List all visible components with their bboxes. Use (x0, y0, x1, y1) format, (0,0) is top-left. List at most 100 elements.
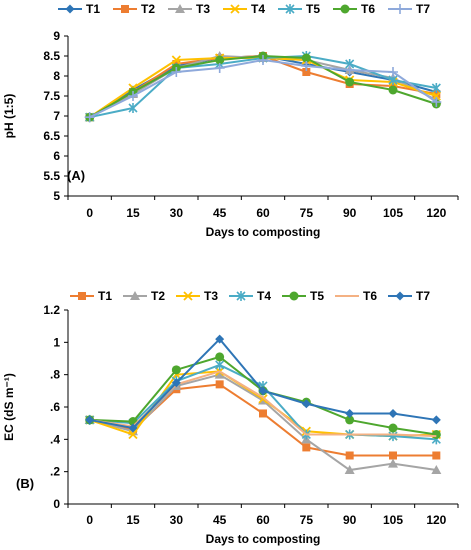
data-point (345, 408, 355, 418)
y-tick-label: .4 (50, 432, 60, 446)
legend-item-t2: T2 (113, 2, 155, 16)
data-point (388, 423, 398, 433)
legend-marker (130, 291, 140, 300)
legend-label: T2 (151, 289, 165, 303)
data-point (259, 409, 267, 418)
legend: T1 T2 T3 T4 T5 T6 T7 (58, 2, 430, 16)
y-tick-label: 1 (53, 335, 60, 349)
legend-label: T5 (306, 2, 320, 16)
legend-label: T5 (310, 289, 324, 303)
legend-label: T3 (204, 289, 218, 303)
legend-marker (236, 291, 246, 301)
x-tick-label: 45 (213, 513, 227, 527)
x-axis-label: Days to composting (206, 532, 321, 546)
data-point (215, 359, 225, 370)
data-point (301, 53, 311, 63)
legend: T1 T2 T3 T4 T5 T6 T7 (70, 289, 430, 303)
panel-label: (B) (16, 476, 34, 491)
x-tick-label: 105 (383, 206, 403, 220)
data-point (431, 83, 441, 93)
legend-marker (289, 291, 299, 301)
legend-marker (183, 291, 193, 301)
data-point (128, 429, 138, 440)
data-point (128, 103, 138, 113)
legend-item-t1: T1 (58, 2, 100, 16)
y-tick-label: 8.5 (43, 49, 60, 63)
data-point (171, 365, 181, 375)
data-point (388, 431, 398, 442)
x-tick-label: 120 (426, 206, 446, 220)
legend-marker (65, 4, 75, 14)
data-point (258, 386, 268, 396)
legend-label: T4 (257, 289, 271, 303)
legend-marker (395, 4, 405, 14)
y-tick-label: .8 (50, 368, 60, 382)
legend-item-t3: T3 (176, 289, 218, 303)
legend-item-t5: T5 (278, 2, 320, 16)
legend-item-t7: T7 (388, 2, 430, 16)
legend-marker (340, 4, 350, 14)
data-point (171, 67, 182, 77)
data-point (301, 61, 312, 71)
x-tick-label: 120 (426, 513, 446, 527)
data-point (344, 65, 355, 75)
x-tick-label: 75 (300, 513, 314, 527)
data-point (215, 334, 225, 344)
data-point (215, 55, 225, 65)
x-tick-label: 60 (256, 513, 270, 527)
x-tick-label: 15 (126, 206, 140, 220)
legend-label: T4 (251, 2, 265, 16)
legend-marker (230, 4, 240, 14)
data-point (302, 443, 311, 452)
x-tick-label: 105 (383, 513, 403, 527)
data-point (431, 415, 441, 425)
legend-marker (175, 4, 185, 13)
series-t7 (85, 334, 441, 433)
data-point (431, 465, 442, 475)
y-axis-label: EC (dS m⁻¹) (2, 373, 16, 441)
y-tick-label: 7 (53, 109, 60, 123)
y-tick-label: 5 (53, 189, 60, 203)
data-point (432, 451, 441, 460)
y-tick-label: 5.5 (43, 169, 60, 183)
data-point (431, 429, 441, 439)
data-point (128, 423, 138, 433)
x-tick-label: 0 (86, 513, 93, 527)
data-point (302, 68, 311, 76)
legend-item-t2: T2 (123, 289, 165, 303)
chart-panel-1: 55.566.577.588.590 15 30 45 60 75 90 105 120Days… (2, 2, 459, 239)
y-tick-label: 8 (53, 69, 60, 83)
data-point (345, 415, 355, 425)
data-point (344, 465, 355, 475)
data-point (431, 97, 442, 107)
legend-label: T6 (363, 289, 377, 303)
x-tick-label: 30 (170, 206, 184, 220)
legend-label: T7 (416, 2, 430, 16)
data-point (215, 352, 225, 362)
x-tick-label: 15 (126, 513, 140, 527)
legend-label: T7 (416, 289, 430, 303)
data-point (388, 85, 398, 95)
y-tick-label: 6 (53, 149, 60, 163)
legend-item-t1: T1 (70, 289, 112, 303)
legend-marker (395, 291, 405, 301)
x-tick-label: 75 (300, 206, 314, 220)
data-point (388, 67, 398, 77)
chart-panel-2: 0 .2 .4 .6 .8 1 1.2 0 15 30 45 60 75 90 105 120 Days to … (2, 289, 459, 546)
data-point (258, 55, 268, 65)
legend-label: T6 (361, 2, 375, 16)
panel-label: (A) (67, 168, 85, 183)
legend-item-t6: T6 (333, 2, 375, 16)
data-point (388, 458, 398, 468)
y-axis-label: pH (1:5) (2, 94, 16, 139)
data-point (301, 399, 311, 409)
legend-item-t4: T4 (223, 2, 265, 16)
legend-label: T1 (86, 2, 100, 16)
y-tick-label: 0 (53, 497, 60, 511)
x-tick-label: 60 (256, 206, 270, 220)
data-point (85, 415, 95, 425)
legend-item-t6: T6 (335, 289, 377, 303)
legend-marker (285, 4, 295, 14)
series-t7 (84, 55, 442, 123)
